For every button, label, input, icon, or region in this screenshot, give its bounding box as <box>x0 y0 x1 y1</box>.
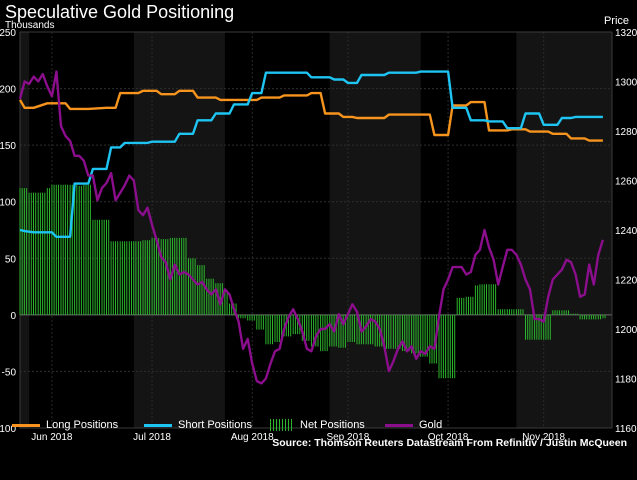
legend-gold-label: Gold <box>419 419 443 431</box>
x-tick-nov-2018: Nov 2018 <box>522 432 565 443</box>
legend-net: Net Positions <box>270 419 365 431</box>
x-tick-oct-2018: Oct 2018 <box>428 432 469 443</box>
y-right-tick-1160: 1160 <box>615 424 637 435</box>
month-bands <box>20 32 612 428</box>
y-left-tick-150: 150 <box>0 141 16 152</box>
month-band-2 <box>329 32 421 428</box>
y-left-tick--50: -50 <box>2 367 17 378</box>
x-tick-jul-2018: Jul 2018 <box>133 432 171 443</box>
source-note: Source: Thomson Reuters Datastream From … <box>272 437 627 449</box>
series-line-long-positions <box>18 89 603 142</box>
chart-title: Speculative Gold Positioning <box>5 2 235 22</box>
y-left-tick-0: 0 <box>10 311 16 322</box>
x-tick-jun-2018: Jun 2018 <box>31 432 73 443</box>
legend-gold-swatch <box>385 423 413 427</box>
y-left-tick--100: -100 <box>0 424 16 435</box>
y-right-tick-1240: 1240 <box>615 226 637 237</box>
y-left-tick-250: 250 <box>0 28 16 39</box>
left-axis-unit: Thousands <box>5 20 55 31</box>
legend-short-swatch <box>144 423 172 427</box>
y-right-tick-1180: 1180 <box>615 375 637 386</box>
y-right-tick-1260: 1260 <box>615 177 637 188</box>
series-line-short-positions <box>19 70 603 238</box>
x-tick-aug-2018: Aug 2018 <box>231 432 274 443</box>
y-right-tick-1220: 1220 <box>615 276 637 287</box>
plot-area <box>18 70 606 385</box>
legend-long: Long Positions <box>12 419 118 431</box>
x-tick-sep-2018: Sep 2018 <box>326 432 369 443</box>
right-axis-label: Price <box>603 15 629 27</box>
legend-gold: Gold <box>385 419 442 431</box>
y-left-tick-50: 50 <box>5 254 17 265</box>
month-band-3 <box>516 32 612 428</box>
y-left-tick-200: 200 <box>0 85 16 96</box>
y-right-tick-1200: 1200 <box>615 325 637 336</box>
legend-long-label: Long Positions <box>46 419 119 431</box>
y-right-tick-1320: 1320 <box>615 28 637 39</box>
legend-net-label: Net Positions <box>300 419 365 431</box>
y-right-tick-1300: 1300 <box>615 78 637 89</box>
y-left-tick-100: 100 <box>0 198 16 209</box>
series-line-gold <box>18 70 605 385</box>
legend-net-swatch <box>270 419 294 431</box>
legend-short: Short Positions <box>144 419 252 431</box>
legend-long-swatch <box>12 423 40 427</box>
legend-short-label: Short Positions <box>178 419 252 431</box>
legend: Long Positions Short Positions Net Posit… <box>12 419 632 437</box>
y-right-tick-1280: 1280 <box>615 127 637 138</box>
